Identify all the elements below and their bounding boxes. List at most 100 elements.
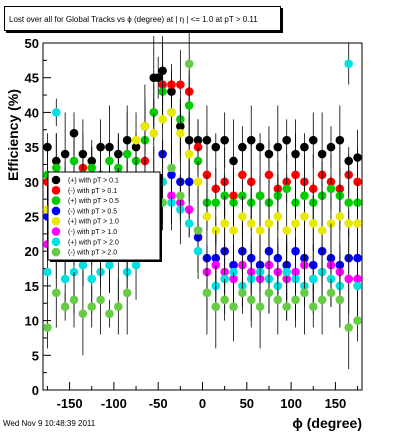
data-point (326, 142, 336, 152)
data-point (131, 135, 141, 145)
data-point (87, 302, 97, 312)
data-point (353, 219, 362, 228)
data-point (153, 73, 163, 82)
data-point (193, 246, 203, 256)
data-point (317, 149, 327, 159)
data-point (78, 260, 88, 270)
data-point (264, 170, 274, 180)
data-point (273, 212, 283, 221)
data-point (202, 288, 212, 298)
data-point (60, 302, 70, 312)
y-tick-label: 50 (25, 36, 39, 51)
data-point (184, 59, 194, 69)
data-point (317, 295, 327, 305)
legend-label: (-) with pT > 0.5 (68, 208, 117, 215)
data-point (282, 302, 291, 312)
data-point (308, 219, 318, 228)
legend-label: (+) with pT > 1.0 (68, 219, 119, 226)
data-point (122, 149, 132, 159)
data-point (69, 295, 79, 305)
data-point (202, 212, 212, 221)
data-point (300, 212, 309, 221)
data-point (308, 135, 318, 145)
x-tick-label: 50 (240, 396, 254, 411)
data-point (344, 274, 354, 284)
data-point (335, 135, 345, 145)
data-point (317, 226, 327, 235)
data-point (344, 59, 354, 69)
y-tick-label: 20 (25, 244, 39, 259)
x-tick-label: -50 (149, 396, 168, 411)
plot-title: Lost over all for Global Tracks vs ϕ (de… (4, 6, 281, 31)
data-point (282, 226, 291, 235)
legend-marker (51, 206, 61, 216)
x-tick-label: 150 (325, 396, 347, 411)
data-point (131, 260, 141, 270)
data-point (220, 135, 229, 145)
data-point (291, 295, 300, 305)
data-point (344, 198, 354, 207)
legend-label: (+) with pT > 0.1 (68, 178, 119, 185)
legend-label: (-) with pT > 1.0 (68, 229, 117, 236)
data-point (69, 156, 79, 166)
legend-label: (-) with pT > 2.0 (68, 250, 117, 257)
data-point (43, 323, 52, 332)
y-tick-label: 30 (25, 175, 39, 190)
data-point (140, 121, 150, 131)
data-point (167, 108, 176, 117)
data-point (114, 302, 123, 312)
data-point (353, 281, 362, 291)
data-point (105, 260, 114, 270)
data-point (255, 302, 265, 312)
data-point (238, 170, 247, 180)
data-point (149, 108, 159, 117)
data-point (246, 295, 256, 305)
data-point (344, 323, 354, 332)
y-axis-label: Efficiency (%) (5, 89, 21, 181)
legend-label: (+) with pT > 2.0 (68, 239, 119, 246)
data-point (229, 302, 238, 312)
data-point (60, 274, 70, 284)
data-point (211, 302, 221, 312)
data-point (255, 226, 265, 235)
data-point (220, 219, 229, 228)
y-tick-label: 10 (25, 314, 39, 329)
data-point (105, 156, 114, 166)
y-tick-label: 45 (25, 71, 39, 86)
legend-marker (51, 227, 61, 236)
data-point (193, 177, 203, 187)
data-point (308, 302, 318, 312)
x-tick-label: -100 (101, 396, 127, 411)
data-point (43, 267, 52, 277)
data-point (344, 219, 354, 228)
data-point (335, 212, 345, 221)
x-axis-label: ϕ (degree) (292, 415, 362, 431)
data-point (326, 288, 336, 298)
data-point (246, 219, 256, 228)
data-point (184, 219, 194, 228)
legend-label: (+) with pT > 0.5 (68, 198, 119, 205)
data-point (78, 309, 88, 318)
data-point (184, 101, 194, 110)
y-tick-label: 5 (32, 348, 39, 363)
y-tick-label: 35 (25, 140, 39, 155)
y-tick-label: 40 (25, 105, 39, 120)
data-point (300, 288, 309, 298)
data-point (353, 316, 362, 325)
legend-marker (51, 237, 61, 247)
data-point (273, 142, 283, 152)
data-point (229, 226, 238, 235)
legend-marker (51, 247, 61, 257)
data-point (282, 267, 291, 277)
data-point (176, 80, 185, 89)
data-point (264, 288, 274, 298)
data-point (193, 226, 203, 235)
footer-timestamp: Wed Nov 9 10:48:39 2011 (3, 419, 96, 428)
x-tick-label: -150 (57, 396, 83, 411)
legend-box (47, 171, 161, 261)
data-point (87, 163, 97, 173)
data-point (167, 163, 176, 173)
y-tick-label: 15 (25, 279, 39, 294)
data-point (255, 142, 265, 152)
data-point (326, 184, 336, 194)
